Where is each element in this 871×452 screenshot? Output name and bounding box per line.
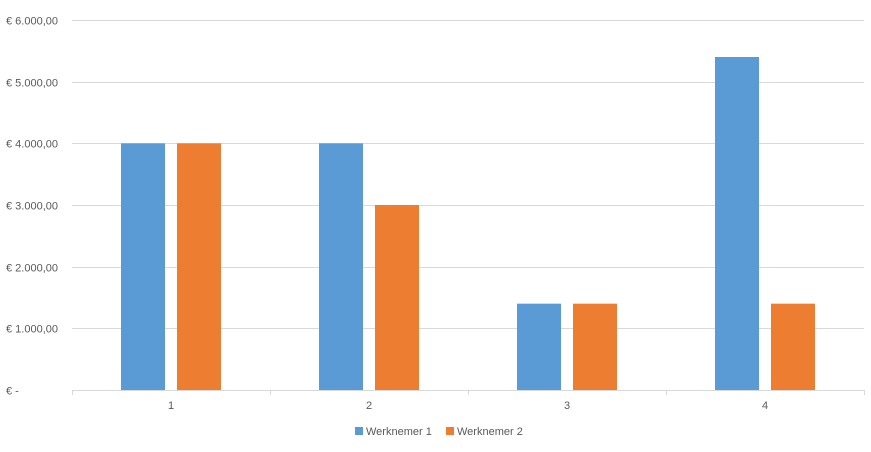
legend-swatch-series-2 xyxy=(446,427,454,435)
legend-label-series-1: Werknemer 1 xyxy=(366,426,432,438)
bar-series-1-category-3 xyxy=(517,303,561,390)
legend: Werknemer 1 Werknemer 2 xyxy=(355,426,523,438)
y-tick-label: € 4.000,00 xyxy=(6,139,58,151)
x-axis xyxy=(72,390,865,395)
bar-series-1-category-4 xyxy=(715,57,759,390)
x-axis-tick-labels: 1 2 3 4 xyxy=(168,400,768,412)
bar-series-2-category-3 xyxy=(573,303,617,390)
y-axis-tick-labels: € - € 1.000,00 € 2.000,00 € 3.000,00 € 4.000… xyxy=(6,16,58,398)
y-tick-label: € - xyxy=(6,386,19,398)
y-tick-label: € 6.000,00 xyxy=(6,16,58,28)
y-tick-label: € 2.000,00 xyxy=(6,263,58,275)
x-tick-label: 3 xyxy=(564,400,570,412)
bar-series-1-category-2 xyxy=(319,143,363,390)
y-tick-label: € 5.000,00 xyxy=(6,78,58,90)
bar-series-2-category-1 xyxy=(177,143,221,390)
bar-series-2-category-4 xyxy=(771,303,815,390)
y-tick-label: € 3.000,00 xyxy=(6,201,58,213)
x-tick-label: 2 xyxy=(366,400,372,412)
legend-swatch-series-1 xyxy=(355,427,363,435)
bar-series-1-category-1 xyxy=(121,143,165,390)
bar-series-2-category-2 xyxy=(375,205,419,390)
legend-label-series-2: Werknemer 2 xyxy=(457,426,523,438)
y-tick-label: € 1.000,00 xyxy=(6,324,58,336)
x-tick-label: 4 xyxy=(762,400,768,412)
x-tick-label: 1 xyxy=(168,400,174,412)
bars xyxy=(121,57,815,390)
